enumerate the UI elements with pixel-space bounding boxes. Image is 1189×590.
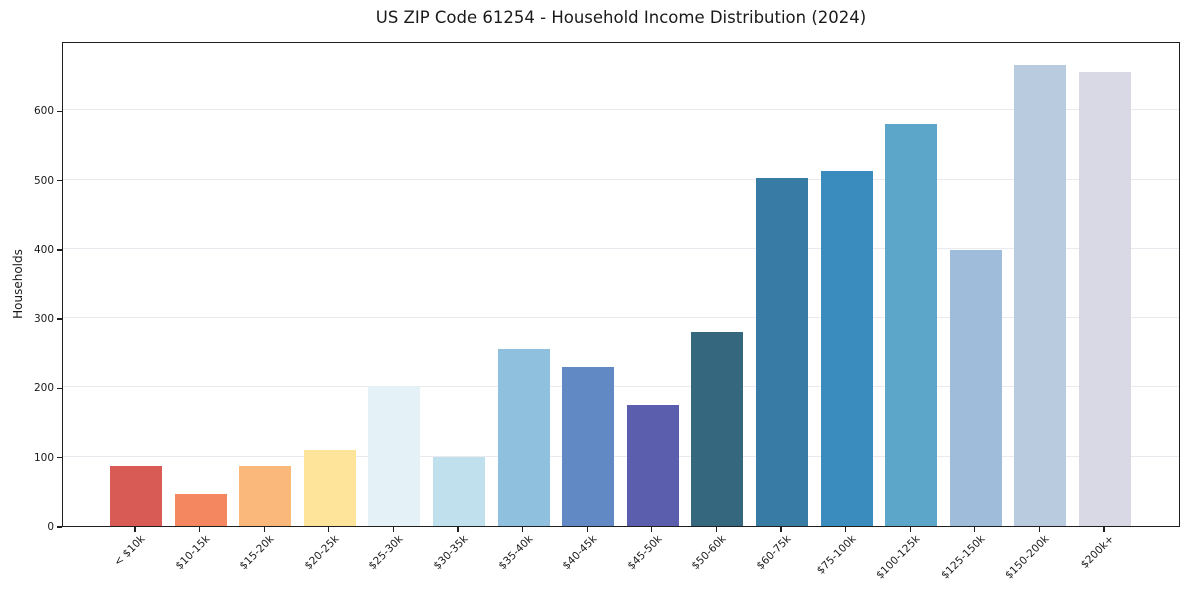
x-tick-label: $125-150k xyxy=(938,533,988,582)
y-axis-label: Households xyxy=(11,249,25,319)
x-tick-label: $35-40k xyxy=(495,533,536,573)
bar-13 xyxy=(885,124,938,526)
bar-5 xyxy=(368,386,421,526)
x-tick-label: $150-200k xyxy=(1003,533,1052,582)
bar-3 xyxy=(239,465,292,526)
x-tick-label: $100-125k xyxy=(874,533,923,582)
x-tick-mark xyxy=(328,527,330,532)
gridline xyxy=(63,109,1179,111)
y-tick-label: 300 xyxy=(33,313,54,326)
x-tick-mark xyxy=(457,527,459,532)
x-tick-label: $60-75k xyxy=(754,533,794,573)
x-tick-label: $40-45k xyxy=(560,533,600,573)
x-tick-mark xyxy=(263,527,265,532)
bar-4 xyxy=(303,449,356,526)
x-tick-mark xyxy=(780,527,782,532)
bar-8 xyxy=(562,367,615,526)
y-tick-label: 400 xyxy=(33,243,54,256)
x-tick-label: $10-15k xyxy=(172,533,213,573)
y-tick-mark xyxy=(57,387,62,390)
bar-10 xyxy=(691,332,744,526)
x-tick-mark xyxy=(715,527,718,532)
bar-12 xyxy=(820,170,873,526)
y-tick-label: 600 xyxy=(33,105,54,118)
x-tick-label: < $10k xyxy=(111,533,148,569)
gridline xyxy=(63,386,1179,388)
x-tick-mark xyxy=(909,527,911,532)
plot-area xyxy=(62,42,1180,527)
x-tick-label: $75-100k xyxy=(814,533,859,577)
x-tick-mark xyxy=(134,527,136,532)
bar-7 xyxy=(497,349,550,526)
y-tick-label: 500 xyxy=(33,174,54,187)
y-tick-label: 0 xyxy=(47,521,54,533)
chart-title: US ZIP Code 61254 - Household Income Dis… xyxy=(375,8,867,27)
gridline xyxy=(63,247,1179,249)
x-tick-mark xyxy=(198,527,201,532)
x-tick-mark xyxy=(651,527,653,532)
x-tick-mark xyxy=(974,527,976,532)
bar-15 xyxy=(1014,65,1067,526)
gridline xyxy=(63,455,1179,457)
x-tick-mark xyxy=(844,527,847,532)
y-tick-mark xyxy=(57,318,62,320)
y-tick-label: 100 xyxy=(33,451,54,464)
x-tick-label: $50-60k xyxy=(689,533,729,573)
x-tick-label: $200k+ xyxy=(1078,533,1117,571)
bar-11 xyxy=(756,178,808,526)
x-tick-mark xyxy=(1038,527,1041,532)
y-tick-mark xyxy=(57,526,62,528)
bar-14 xyxy=(949,249,1002,526)
x-tick-mark xyxy=(521,527,524,532)
y-tick-label: 200 xyxy=(33,382,54,395)
bar-9 xyxy=(626,405,679,526)
gridline xyxy=(63,178,1179,180)
x-tick-label: $30-35k xyxy=(431,533,471,573)
x-tick-mark xyxy=(1103,527,1105,532)
x-tick-mark xyxy=(586,527,588,532)
y-tick-mark xyxy=(57,110,62,112)
x-tick-label: $45-50k xyxy=(625,533,665,573)
y-tick-mark xyxy=(57,179,62,182)
x-tick-label: $20-25k xyxy=(302,533,342,573)
bar-16 xyxy=(1079,72,1131,526)
x-tick-label: $15-20k xyxy=(237,533,277,573)
y-tick-mark xyxy=(57,457,62,459)
x-tick-label: $25-30k xyxy=(366,533,406,573)
y-tick-mark xyxy=(57,249,62,251)
bar-1 xyxy=(110,465,162,526)
bar-6 xyxy=(433,456,485,526)
gridline xyxy=(63,317,1179,319)
bar-2 xyxy=(174,494,227,526)
x-tick-mark xyxy=(392,527,395,532)
